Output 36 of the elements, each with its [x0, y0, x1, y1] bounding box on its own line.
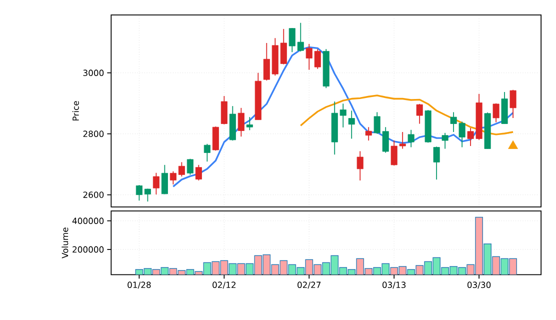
candlestick — [144, 188, 151, 202]
y-tick-label: 400000 — [72, 217, 104, 224]
x-tick-label: 01/28 — [128, 281, 151, 288]
candlestick — [365, 126, 372, 141]
candlestick — [492, 102, 500, 122]
y-axis-title: Price — [72, 100, 79, 120]
x-tick-label: 02/27 — [298, 281, 321, 288]
candlestick — [161, 164, 168, 194]
candlestick — [263, 42, 270, 81]
candlestick — [220, 95, 228, 125]
candlestick — [416, 103, 423, 124]
candlestick — [152, 172, 160, 195]
candlestick — [280, 28, 287, 65]
y-tick-label: 2800 — [83, 130, 104, 137]
candlestick — [356, 150, 364, 181]
x-tick-label: 03/30 — [467, 281, 491, 288]
candlestick — [136, 184, 142, 201]
y-tick-label: 2600 — [83, 191, 104, 198]
candlestick — [178, 162, 185, 177]
candlestick — [195, 164, 202, 181]
candlestick — [433, 146, 440, 180]
candlestick — [238, 107, 244, 137]
candlestick — [212, 126, 219, 151]
y-axis-title: Volume — [62, 227, 68, 258]
y-tick-label: 200000 — [72, 246, 104, 252]
x-tick-label: 02/12 — [212, 281, 236, 288]
y-tick-label: 3000 — [83, 69, 104, 76]
candlestick — [408, 129, 414, 148]
candlestick — [170, 170, 176, 185]
candlestick — [204, 143, 210, 162]
candlestick — [348, 110, 355, 139]
candlestick — [246, 116, 253, 130]
candlestick — [186, 158, 194, 175]
candlestick — [510, 89, 516, 118]
candlestick — [442, 132, 448, 149]
x-tick-label: 03/13 — [382, 281, 406, 288]
